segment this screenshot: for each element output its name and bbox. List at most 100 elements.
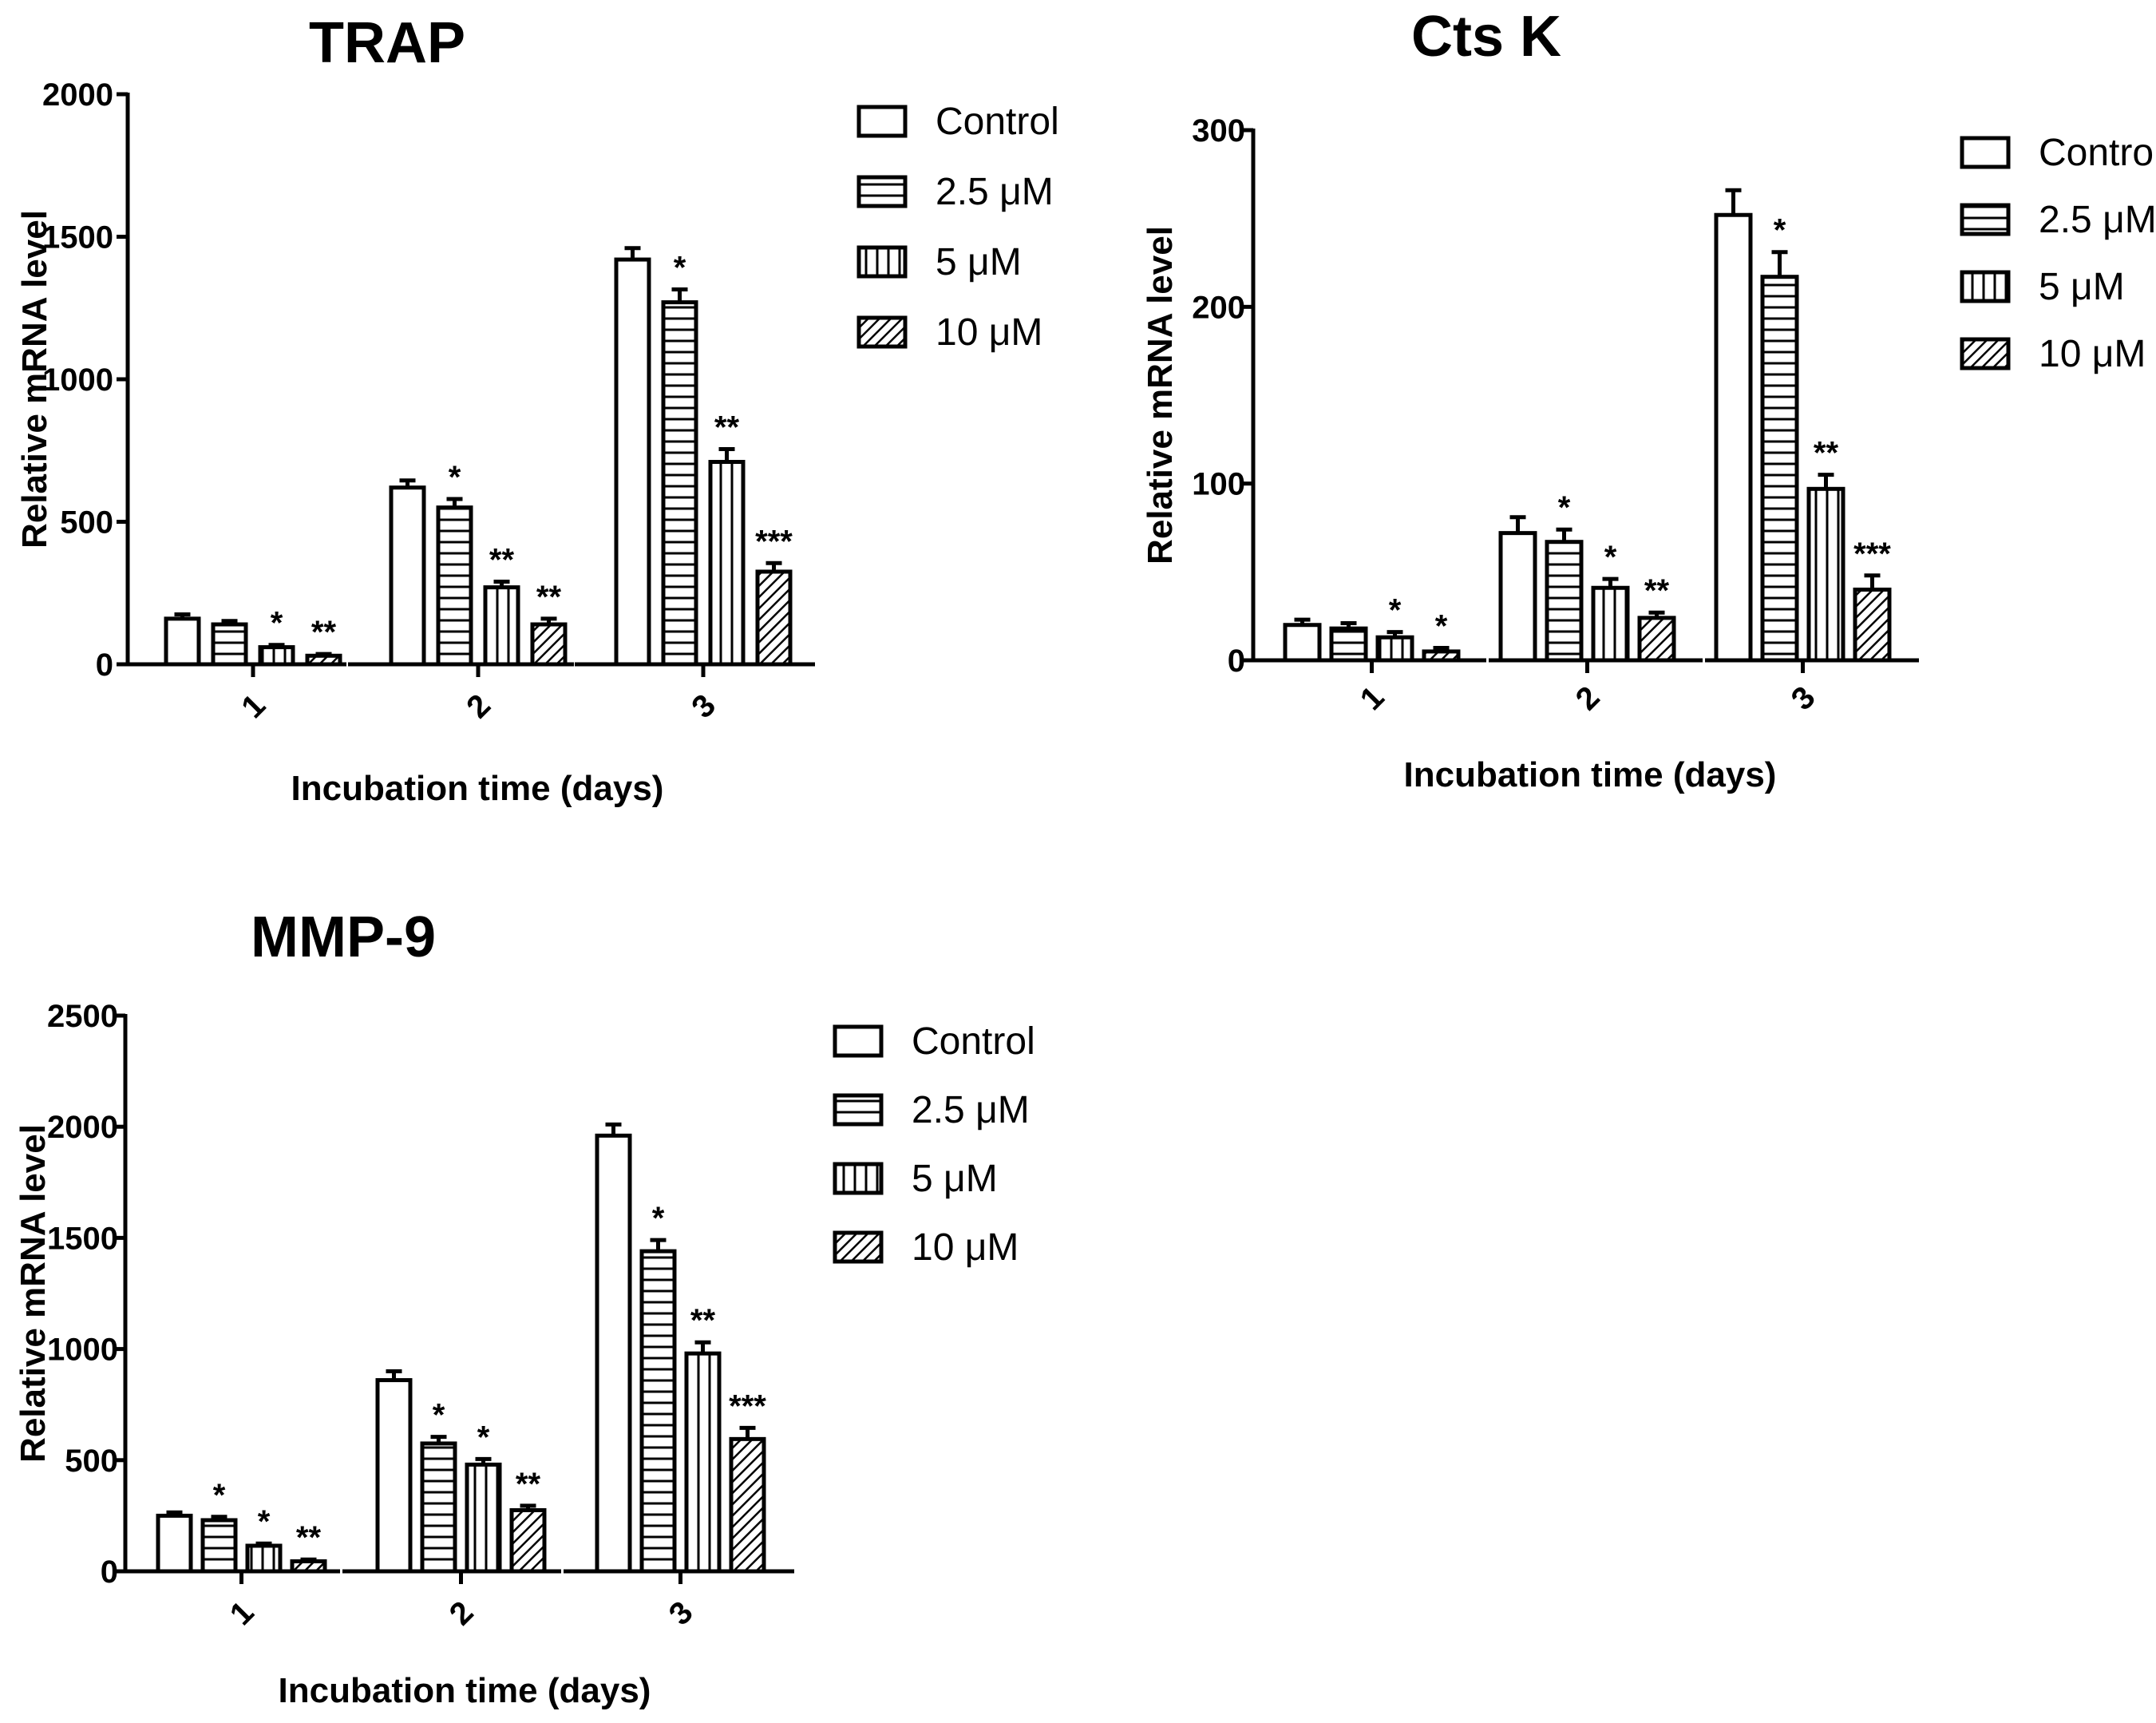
significance-label: * (1604, 540, 1617, 575)
legend-swatch (856, 175, 908, 208)
significance-label: * (433, 1398, 445, 1433)
bar (729, 1436, 766, 1574)
bar (211, 622, 248, 667)
legend-swatch (833, 1162, 884, 1195)
significance-label: ** (516, 1467, 541, 1502)
y-tick-label: 1500 (47, 1221, 118, 1256)
legend-swatch (856, 315, 908, 349)
significance-label: ** (311, 615, 337, 650)
bar (465, 1462, 502, 1574)
chart-title: MMP-9 (251, 905, 436, 969)
significance-label: ** (1814, 436, 1839, 471)
x-tick-label: 3 (663, 1594, 700, 1632)
bar (436, 505, 473, 667)
x-tick-label: 1 (1354, 679, 1391, 717)
bar (1283, 623, 1322, 663)
bar (684, 1351, 722, 1574)
legend-label: 10 μM (2039, 333, 2146, 375)
legend-label: Control (936, 101, 1059, 143)
y-tick-label: 1000 (42, 362, 113, 398)
bar (156, 1513, 193, 1574)
legend-label: Control (912, 1020, 1035, 1063)
y-tick-label: 300 (1192, 113, 1245, 149)
bar (614, 257, 651, 667)
significance-label: ** (714, 410, 740, 445)
bar (1853, 587, 1892, 663)
bar (639, 1249, 677, 1574)
bar (245, 1543, 283, 1574)
y-tick-label: 500 (60, 505, 113, 541)
legend-swatch (856, 245, 908, 279)
legend-label: 5 μM (2039, 266, 2125, 308)
significance-label: *** (729, 1388, 766, 1424)
legend-swatch (833, 1024, 884, 1058)
bar (1329, 626, 1368, 663)
significance-label: ** (1644, 573, 1670, 608)
x-axis-label: Incubation time (days) (279, 1671, 651, 1710)
x-tick-label: 1 (235, 687, 272, 725)
bar (1545, 540, 1584, 663)
y-tick-label: 500 (65, 1444, 118, 1479)
x-tick-label: 2 (443, 1594, 481, 1632)
y-tick-label: 200 (1192, 290, 1245, 325)
bar (389, 485, 426, 667)
x-tick-label: 3 (685, 687, 722, 725)
bar (1637, 616, 1676, 663)
x-tick-label: 2 (460, 687, 497, 725)
bar (164, 616, 201, 667)
trap-chart: TRAP Relative mRNA level 0 500 1000 1500 2000 *… (15, 11, 1059, 808)
y-tick-label: 2000 (47, 1110, 118, 1145)
legend-label: 10 μM (936, 311, 1042, 354)
bar (258, 645, 295, 667)
chart-title: TRAP (309, 11, 465, 75)
significance-label: * (1558, 490, 1571, 525)
legend-swatch (833, 1230, 884, 1264)
bar (708, 460, 746, 667)
significance-label: * (1389, 593, 1402, 628)
x-axis-label: Incubation time (days) (1404, 755, 1777, 794)
significance-label: ** (536, 580, 562, 615)
x-axis-label: Incubation time (days) (291, 769, 664, 808)
bar (1375, 635, 1414, 663)
legend-label: 10 μM (912, 1226, 1019, 1269)
significance-label: ** (296, 1520, 322, 1555)
y-tick-label: 2500 (47, 999, 118, 1034)
significance-label: * (449, 460, 461, 495)
y-tick-label: 0 (1228, 644, 1245, 679)
bar (1760, 275, 1799, 663)
y-tick-label: 2000 (42, 77, 113, 113)
significance-label: ** (690, 1303, 716, 1338)
bar (1806, 486, 1845, 663)
y-tick-label: 100 (1192, 467, 1245, 502)
y-tick-label: 1500 (42, 220, 113, 255)
y-axis-label: Relative mRNA level (1141, 226, 1180, 564)
significance-label: * (652, 1201, 665, 1236)
y-axis-label: Relative mRNA level (14, 1124, 53, 1463)
y-tick-label: 0 (96, 648, 113, 683)
bar (483, 585, 520, 667)
legend-label: 2.5 μM (2039, 199, 2156, 241)
y-tick-label: 0 (101, 1555, 118, 1590)
legend-label: Control (2039, 132, 2156, 174)
x-tick-label: 3 (1785, 679, 1822, 717)
legend-swatch (856, 105, 908, 138)
legend-label: 5 μM (936, 241, 1022, 283)
bar (375, 1378, 413, 1574)
significance-label: * (477, 1420, 490, 1455)
bar (1498, 531, 1537, 663)
significance-label: * (674, 251, 686, 286)
legend-swatch (1960, 136, 2011, 169)
bar (661, 300, 698, 667)
chart-title: Cts K (1411, 5, 1561, 69)
mmp-9-chart: MMP-9 Relative mRNA level 0 500 1000 1500 2000… (14, 905, 1035, 1710)
significance-label: ** (489, 542, 515, 577)
bar (595, 1133, 632, 1574)
significance-label: * (258, 1504, 271, 1539)
bar (200, 1518, 238, 1574)
bar (509, 1507, 547, 1574)
legend-swatch (833, 1093, 884, 1127)
legend-label: 2.5 μM (936, 171, 1054, 213)
bar (530, 622, 568, 667)
